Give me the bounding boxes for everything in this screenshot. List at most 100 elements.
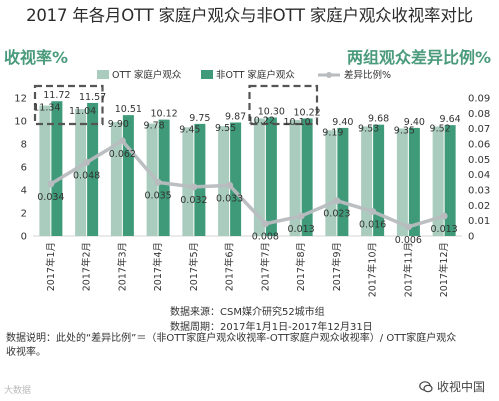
bar-non-ott [265, 117, 277, 236]
bar-non-ott [51, 101, 63, 236]
bar-non-ott [158, 119, 170, 236]
line-label-diff: 0.023 [323, 209, 350, 220]
left-axis-tick: 6 [21, 163, 27, 174]
bar-label-ott: 11.34 [33, 103, 60, 114]
left-axis-tick: 4 [21, 186, 27, 197]
highlight-box [248, 84, 319, 126]
legend-swatch-ott [97, 70, 109, 79]
point-diff [118, 137, 126, 145]
bar-ott [110, 122, 122, 236]
bar-label-non-ott: 11.72 [43, 90, 70, 101]
brand-logo: 收视中国 [419, 378, 485, 395]
bar-non-ott [337, 127, 349, 236]
bar-ott [253, 118, 265, 236]
category-label: 2017年4月 [152, 242, 164, 291]
bar-label-non-ott: 9.64 [440, 114, 461, 125]
category-label: 2017年3月 [116, 242, 128, 291]
line-label-diff: 0.032 [180, 195, 207, 206]
legend-label-ott: OTT 家庭户观众 [112, 69, 182, 81]
right-axis-heading: 两组观众差异比例% [346, 48, 491, 67]
bar-label-non-ott: 9.87 [225, 111, 246, 122]
bar-non-ott [122, 115, 134, 236]
highlight-box [33, 84, 104, 126]
bar-label-ott: 10.22 [248, 115, 275, 126]
bar-ott [432, 126, 444, 236]
point-diff [404, 223, 412, 231]
brand-name: 收视中国 [436, 380, 485, 394]
right-axis-tick: 0.06 [468, 140, 490, 151]
bar-label-non-ott: 9.40 [404, 117, 425, 128]
line-label-diff: 0.013 [288, 224, 315, 235]
left-axis-tick: 12 [14, 94, 27, 105]
point-diff [47, 180, 55, 188]
bar-non-ott [87, 102, 99, 236]
point-diff [190, 183, 198, 191]
line-label-diff: 0.013 [431, 224, 458, 235]
chart: OTT 家庭户观众 非OTT 家庭户观众 差异比例% 0 2 4 6 8 10 12 0 0.01 0.… [14, 69, 490, 297]
line-label-diff: 0.048 [73, 170, 100, 181]
right-axis-tick: 0.09 [468, 94, 490, 105]
point-diff [226, 181, 234, 189]
category-label: 2017年8月 [295, 242, 307, 291]
bar-label-ott: 9.35 [394, 125, 415, 136]
bar-ott [361, 126, 373, 236]
point-diff [261, 220, 269, 228]
bar-label-non-ott: 11.57 [79, 92, 106, 103]
point-diff [369, 207, 377, 215]
bar-non-ott [373, 124, 385, 236]
left-axis-tick: 10 [14, 117, 27, 128]
chart-title: 2017 年各月OTT 家庭户观众与非OTT 家庭户观众收视率对比 [26, 6, 473, 25]
point-diff [297, 212, 305, 220]
bar-label-non-ott: 9.40 [332, 117, 353, 128]
bar-label-ott: 9.45 [179, 124, 200, 135]
point-diff [333, 197, 341, 205]
bar-label-ott: 9.78 [144, 121, 165, 132]
left-axis-tick: 2 [21, 209, 27, 220]
bar-label-non-ott: 10.30 [258, 107, 285, 118]
source-note: 数据来源：CSM媒介研究52城市组 [170, 307, 325, 318]
point-diff [440, 212, 448, 220]
category-label: 2017年6月 [224, 242, 236, 291]
line-label-diff: 0.008 [252, 232, 279, 243]
bar-non-ott [230, 122, 242, 236]
bar-label-non-ott: 9.68 [368, 114, 389, 125]
point-diff [154, 178, 162, 186]
category-label: 2017年2月 [81, 242, 93, 291]
bar-ott [146, 123, 158, 236]
bar-label-ott: 11.04 [69, 106, 96, 117]
bar-label-ott: 10.10 [284, 117, 311, 128]
bar-label-non-ott: 10.22 [294, 107, 321, 118]
bar-ott [75, 109, 87, 236]
left-axis-heading: 收视率% [4, 48, 69, 67]
chat-bubbles-icon [419, 380, 433, 392]
line-label-diff: 0.034 [37, 192, 64, 203]
line-label-diff: 0.006 [395, 235, 422, 246]
bar-non-ott [194, 123, 206, 236]
right-axis-tick: 0.03 [468, 186, 490, 197]
point-diff [83, 158, 91, 166]
bar-ott [325, 130, 337, 236]
category-label: 2017年7月 [259, 242, 271, 291]
bar-non-ott [408, 127, 420, 236]
description-note: 数据说明：此处的“差异比例”＝（非OTT家庭户观众收视率-OTT家庭户观众收视率… [6, 333, 457, 358]
category-label: 2017年1月 [45, 242, 57, 291]
right-axis-tick: 0.05 [468, 155, 490, 166]
left-axis-tick: 0 [21, 232, 27, 243]
right-axis-tick: 0.08 [468, 109, 490, 120]
bar-label-ott: 9.19 [322, 127, 343, 138]
line-diff [49, 139, 445, 229]
line-label-diff: 0.062 [109, 149, 136, 160]
legend-label-diff: 差异比例% [344, 69, 391, 81]
bar-label-ott: 9.53 [358, 123, 379, 134]
bar-ott [396, 128, 408, 236]
bar-non-ott [301, 118, 313, 236]
bar-label-non-ott: 10.12 [151, 109, 178, 120]
bar-label-non-ott: 9.75 [189, 113, 210, 124]
bar-ott [289, 119, 301, 236]
right-axis-tick: 0.07 [468, 124, 490, 135]
category-label: 2017年9月 [331, 242, 343, 291]
bar-label-ott: 9.55 [215, 123, 236, 134]
category-label: 2017年11月 [402, 242, 414, 297]
bar-label-ott: 9.52 [430, 124, 451, 135]
